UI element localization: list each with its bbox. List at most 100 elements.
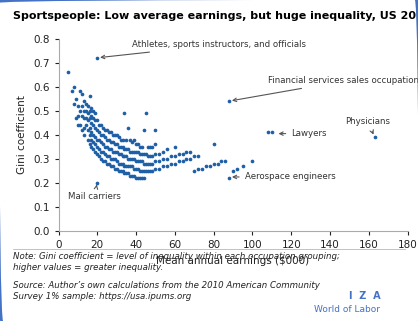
Point	[125, 163, 132, 169]
Point	[230, 168, 237, 173]
Point	[119, 168, 126, 173]
Point	[138, 152, 145, 157]
Point	[123, 147, 130, 152]
Point	[102, 152, 108, 157]
Point	[121, 154, 128, 159]
Point	[88, 113, 95, 118]
Point	[121, 171, 128, 176]
Point	[88, 137, 95, 142]
Point	[80, 132, 87, 137]
Point	[113, 132, 120, 137]
Point	[94, 152, 101, 157]
Point	[80, 99, 87, 104]
Point	[160, 163, 166, 169]
Point	[94, 127, 101, 133]
Point	[148, 154, 155, 159]
Point	[218, 159, 225, 164]
Point	[129, 156, 135, 161]
Point	[123, 137, 130, 142]
Point	[90, 108, 97, 113]
Point	[100, 125, 107, 130]
Point	[135, 166, 141, 171]
Point	[79, 91, 85, 96]
Point	[144, 168, 151, 173]
Point	[84, 103, 91, 108]
Point	[140, 168, 147, 173]
Point	[183, 149, 190, 154]
Point	[143, 110, 149, 116]
Point	[127, 149, 134, 154]
Point	[80, 125, 87, 130]
Point	[106, 147, 112, 152]
Point	[96, 137, 102, 142]
Point	[117, 168, 124, 173]
Point	[104, 127, 110, 133]
Point	[144, 161, 151, 166]
Point	[176, 159, 182, 164]
Point	[131, 173, 138, 178]
Point	[117, 161, 124, 166]
Point	[98, 149, 104, 154]
Point	[113, 166, 120, 171]
Point	[214, 161, 221, 166]
Point	[82, 101, 89, 106]
Point	[152, 142, 159, 147]
Point	[121, 163, 128, 169]
Point	[187, 149, 194, 154]
Point	[171, 144, 178, 150]
Point	[240, 163, 246, 169]
Point	[138, 144, 145, 150]
Point	[131, 149, 138, 154]
Point	[94, 55, 101, 60]
Point	[98, 123, 104, 128]
Point	[249, 159, 256, 164]
Point	[371, 134, 378, 140]
Point	[265, 130, 271, 135]
Point	[98, 139, 104, 144]
Point	[94, 144, 101, 150]
Point	[84, 127, 91, 133]
Point	[107, 156, 114, 161]
Point	[117, 152, 124, 157]
Point	[107, 163, 114, 169]
Point	[127, 156, 134, 161]
Point	[138, 176, 145, 181]
Point	[148, 168, 155, 173]
X-axis label: Mean annual earnings ($000): Mean annual earnings ($000)	[156, 256, 310, 266]
Point	[117, 137, 124, 142]
Point	[144, 144, 151, 150]
Point	[148, 161, 155, 166]
Point	[110, 156, 116, 161]
Point	[90, 132, 97, 137]
Point	[129, 163, 135, 169]
Point	[133, 142, 140, 147]
Point	[112, 132, 118, 137]
Point	[226, 99, 232, 104]
Point	[164, 163, 171, 169]
Point	[104, 137, 110, 142]
Point	[138, 159, 145, 164]
Point	[164, 147, 171, 152]
Point	[156, 159, 163, 164]
Text: Financial services sales occupations: Financial services sales occupations	[233, 76, 418, 101]
Point	[65, 70, 71, 75]
Point	[86, 125, 93, 130]
Point	[92, 125, 99, 130]
Point	[119, 144, 126, 150]
Point	[135, 159, 141, 164]
Point	[143, 161, 149, 166]
Point	[74, 123, 81, 128]
Point	[168, 154, 174, 159]
Text: Physicians: Physicians	[346, 117, 390, 134]
Point	[74, 113, 81, 118]
Text: Lawyers: Lawyers	[280, 129, 327, 138]
Point	[79, 127, 85, 133]
Point	[79, 113, 85, 118]
Point	[106, 154, 112, 159]
Point	[203, 163, 209, 169]
Point	[164, 156, 171, 161]
Point	[100, 159, 107, 164]
Point	[110, 132, 116, 137]
Point	[79, 103, 85, 108]
Point	[171, 161, 178, 166]
